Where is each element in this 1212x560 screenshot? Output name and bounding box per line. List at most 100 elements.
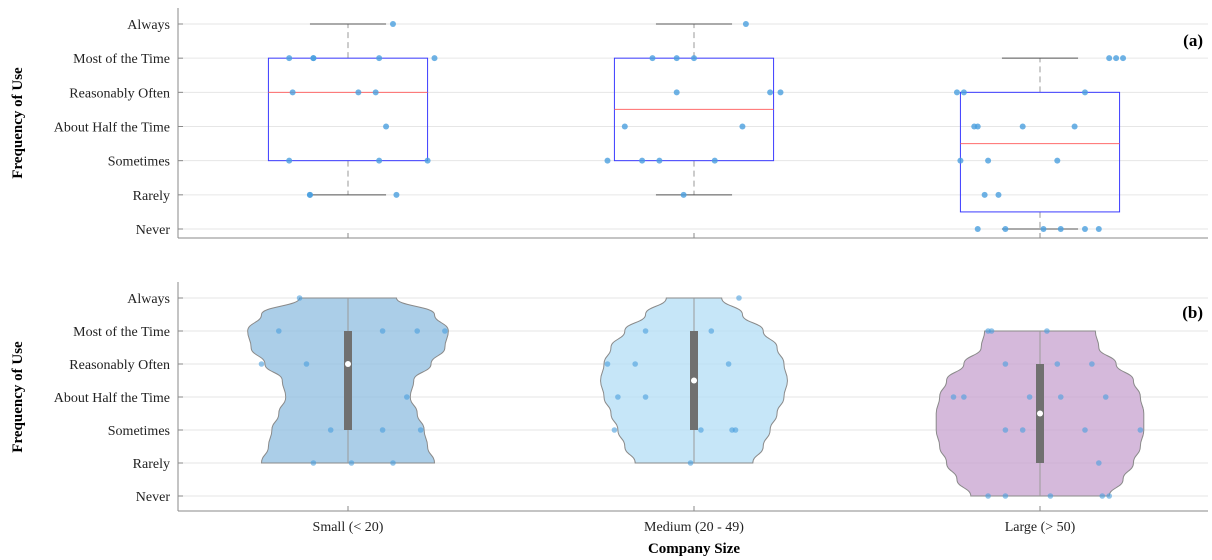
data-point xyxy=(985,493,991,499)
data-point xyxy=(1054,157,1061,164)
data-point xyxy=(632,361,638,367)
data-point xyxy=(1102,394,1109,400)
data-point xyxy=(1137,427,1144,433)
data-point xyxy=(286,55,293,62)
data-point xyxy=(424,157,431,164)
x-tick-label: Small (< 20) xyxy=(313,520,384,535)
data-point xyxy=(1019,427,1026,433)
iqr-bar xyxy=(344,331,352,430)
y-tick-label: Never xyxy=(136,223,171,238)
median-dot xyxy=(691,377,697,384)
data-point xyxy=(767,89,774,96)
data-point xyxy=(656,157,663,164)
data-point xyxy=(1071,123,1078,130)
data-point xyxy=(687,460,694,466)
data-point xyxy=(310,55,317,62)
data-point xyxy=(393,191,400,198)
box xyxy=(267,57,429,162)
data-point xyxy=(642,328,649,334)
data-point xyxy=(355,89,362,96)
y-tick-label: Reasonably Often xyxy=(69,86,170,101)
data-point xyxy=(604,361,611,367)
data-point xyxy=(1002,361,1009,367)
y-tick-label: Rarely xyxy=(133,457,170,472)
data-point xyxy=(1089,361,1095,367)
data-point xyxy=(376,55,383,62)
data-point xyxy=(390,460,396,466)
x-axis-label: Company Size xyxy=(648,541,740,557)
data-point xyxy=(649,55,656,62)
panel-label: (a) xyxy=(1183,31,1203,50)
data-point xyxy=(725,361,732,367)
data-point xyxy=(1057,394,1064,400)
data-point xyxy=(995,191,1002,198)
data-point xyxy=(1002,427,1009,433)
median-dot xyxy=(345,361,351,367)
data-point xyxy=(1096,460,1102,466)
data-point xyxy=(296,295,303,301)
data-point xyxy=(310,460,317,466)
data-point xyxy=(673,89,680,96)
data-point xyxy=(1095,226,1102,232)
data-point xyxy=(417,427,424,433)
x-tick-label: Large (> 50) xyxy=(1005,520,1076,535)
data-point xyxy=(985,157,992,164)
y-tick-label: Sometimes xyxy=(108,424,170,439)
data-point xyxy=(1099,493,1106,499)
data-point xyxy=(1002,493,1009,499)
data-point xyxy=(276,328,282,334)
data-point xyxy=(642,394,649,400)
data-point xyxy=(289,89,296,96)
median-dot xyxy=(1037,410,1043,417)
data-point xyxy=(639,157,646,164)
data-point xyxy=(1081,226,1088,232)
y-tick-label: Always xyxy=(127,18,170,33)
data-point xyxy=(303,361,310,367)
data-point xyxy=(961,394,967,400)
data-point xyxy=(971,123,978,130)
data-point xyxy=(1106,55,1113,62)
data-point xyxy=(736,295,742,301)
y-tick-label: Most of the Time xyxy=(73,325,170,340)
data-point xyxy=(442,328,448,334)
data-point xyxy=(950,394,957,400)
data-point xyxy=(953,89,960,96)
data-point xyxy=(739,123,746,130)
data-point xyxy=(957,157,964,164)
y-tick-label: About Half the Time xyxy=(54,391,170,406)
data-point xyxy=(960,89,967,96)
data-point xyxy=(777,89,784,96)
data-point xyxy=(348,460,355,466)
data-point xyxy=(611,427,618,433)
data-point xyxy=(1054,361,1061,367)
data-point xyxy=(376,157,383,164)
data-point xyxy=(711,157,718,164)
data-point xyxy=(379,427,386,433)
data-point xyxy=(258,361,265,367)
data-point xyxy=(680,191,687,198)
y-tick-label: Reasonably Often xyxy=(69,358,170,373)
data-point xyxy=(1019,123,1026,130)
data-point xyxy=(1057,226,1064,232)
data-point xyxy=(404,394,410,400)
data-point xyxy=(1082,427,1088,433)
data-point xyxy=(974,226,981,232)
data-point xyxy=(621,123,628,130)
panel-a-box-plot: Never Rarely Sometimes About Half the Time R… xyxy=(10,8,1208,239)
data-point xyxy=(389,21,396,27)
data-point xyxy=(615,394,621,400)
data-point xyxy=(383,123,390,130)
data-point xyxy=(742,21,749,27)
data-point xyxy=(327,427,334,433)
data-point xyxy=(379,328,386,334)
data-point xyxy=(1040,226,1047,232)
data-point xyxy=(698,427,704,433)
data-point xyxy=(732,427,739,433)
y-tick-label: Most of the Time xyxy=(73,52,170,67)
data-point xyxy=(306,191,313,198)
panel-b-violin-plot: Never Rarely Sometimes About Half the Time R… xyxy=(10,282,1208,535)
data-point xyxy=(1002,226,1009,232)
y-axis-label: Frequency of Use xyxy=(10,341,26,453)
y-axis-label: Frequency of Use xyxy=(10,67,26,179)
